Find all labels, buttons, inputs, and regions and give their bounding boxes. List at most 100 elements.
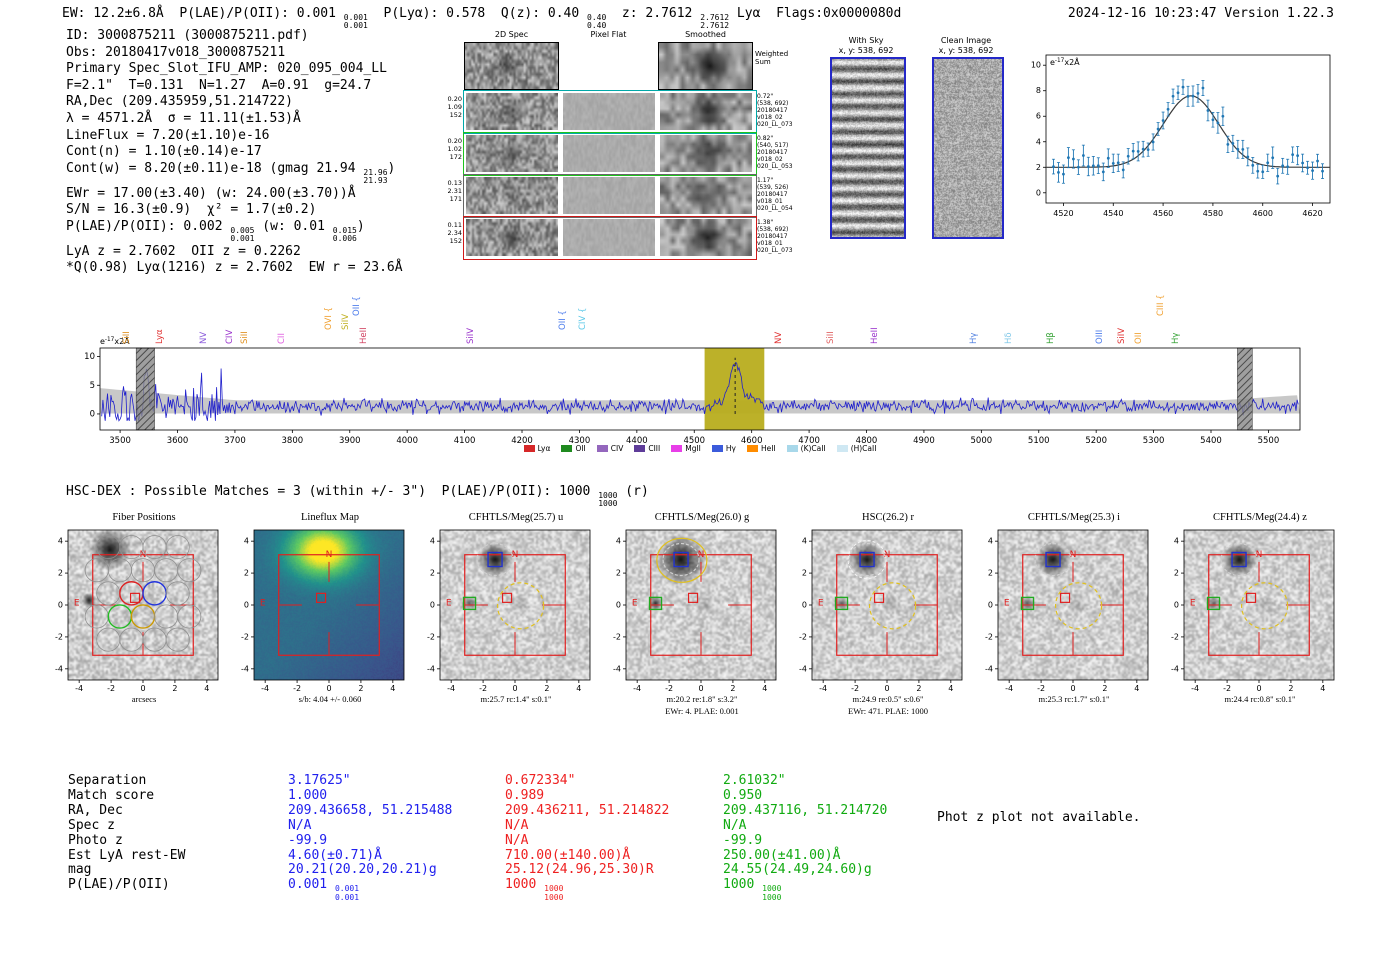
spectrum-x-tick: 4700: [798, 436, 820, 446]
annotation-line: 20180417: [757, 233, 788, 241]
cutout-title: Lineflux Map: [300, 512, 360, 523]
match-row-label: Est LyA rest-EW: [68, 847, 186, 863]
cutout-y-tick: 2: [616, 569, 621, 578]
spectrum-x-tick: 3500: [109, 436, 131, 446]
cutout-title: CFHTLS/Meg(25.3) i: [1027, 512, 1121, 523]
fit-flux-unit-label: e-17x2Å: [1050, 56, 1080, 67]
legend-swatch: [836, 445, 848, 452]
spectral-line-label: Hβ: [1046, 332, 1056, 344]
spec2d-row: [463, 216, 757, 260]
cutout-x-tick: 2: [1288, 684, 1293, 693]
cutout-caption: m:24.4 rc:0.8" s:0.1": [1224, 694, 1296, 704]
fiber-circle: [165, 627, 190, 652]
center-marker-box: [873, 592, 885, 603]
cutout-x-tick: 4: [1134, 684, 1139, 693]
legend-item: MgII: [671, 444, 701, 453]
spectral-line-label: SiIV: [466, 327, 477, 344]
weight-value: 0.20: [447, 137, 462, 145]
cutout-x-tick: 2: [358, 684, 363, 693]
center-marker-box: [687, 592, 699, 603]
match-cell: N/A: [505, 817, 529, 833]
legend-swatch: [786, 445, 798, 452]
neighbor-marker-box: [1231, 551, 1247, 568]
legend-item: Lyα: [523, 444, 550, 453]
spectrum-frame: [99, 347, 1301, 431]
info-line: F=2.1" T=0.131 N=1.27 A=0.91 g=24.7: [66, 77, 372, 93]
match-cell: 0.672334": [505, 773, 576, 788]
match-row-label: RA, Dec: [68, 802, 123, 818]
cutout-y-tick: -2: [799, 632, 807, 641]
cutout-title: CFHTLS/Meg(26.0) g: [654, 512, 750, 523]
cutout-x-tick: 4: [204, 684, 209, 693]
cutout-y-tick: 2: [1174, 569, 1179, 578]
compass-east: E: [1004, 599, 1010, 609]
spec2d-strip-2d: [466, 135, 558, 172]
match-row-label: Match score: [68, 787, 155, 803]
annotation-line: 20180417: [757, 191, 788, 199]
cutout-y-tick: -2: [241, 632, 249, 641]
spectral-line-label: CIV: [224, 329, 235, 344]
spec2d-strip-2d: [466, 93, 558, 130]
neighbor-ellipse: [662, 542, 700, 577]
neighbor-marker-box: [673, 551, 689, 568]
spec2d-strip-smoothed: [660, 219, 752, 256]
spectrum-legend: Lyα OII CIV CIII MgII Hγ HeII (K)CaII (H)CaII: [0, 444, 1400, 453]
spectrum-x-tick: 3600: [167, 436, 189, 446]
fit-y-tick: 8: [1036, 86, 1041, 95]
compass-north: N: [326, 550, 333, 560]
cutout-y-tick: 0: [430, 601, 435, 610]
compass-north: N: [512, 550, 519, 560]
cutout-title: HSC(26.2) r: [862, 512, 914, 523]
cutout-x-tick: -2: [665, 684, 673, 693]
weighted-sum-line: Sum: [755, 58, 771, 67]
cutout-x-tick: -2: [1223, 684, 1231, 693]
fiber-circle: [107, 558, 132, 583]
cutout-x-tick: -4: [1005, 684, 1013, 693]
weighted-sum-label: Weighted Sum: [755, 50, 788, 67]
spec2d-row-weights: 0.20 1.09 152: [447, 95, 462, 119]
match-row-label: P(LAE)/P(OII): [68, 877, 170, 893]
spectrum-x-tick: 3800: [282, 436, 304, 446]
fiber-circle: [177, 604, 202, 629]
spec2d-row-annotation: 0.72" (538, 692) 20180417 v018_02 020_LL_073: [757, 93, 819, 128]
cutout-overlay: -4 -4 -2 -2 0 0 2 2 4 4 N E: [985, 529, 1149, 693]
fiber-circle: [84, 558, 109, 583]
spectrum-trace: [101, 362, 1299, 422]
spectral-line-label: SiII: [121, 331, 132, 344]
spectrum-x-tick: 4400: [626, 436, 648, 446]
cutout-y-tick: 4: [988, 537, 993, 546]
center-marker-box: [501, 592, 513, 603]
cutout-x-tick: -4: [447, 684, 455, 693]
cutout-x-tick: -2: [293, 684, 301, 693]
spec2d-strip-2d: [466, 177, 558, 214]
spec2d-row: [463, 174, 757, 218]
cutout-x-tick: 0: [884, 684, 889, 693]
spec2d-strip-smoothed: [660, 135, 752, 172]
fiber-circle: [119, 627, 144, 652]
spec2d-row-weights: 0.13 2.31 171: [447, 179, 462, 203]
neighbor-marker-box: [859, 551, 875, 568]
line-fit-plot: 4520 4540 4560 4580 4600 4620 0 2 4 6 8 10 e-17x2Å: [1031, 54, 1331, 218]
match-cell: N/A: [723, 817, 747, 833]
spec2d-strip-smoothed: [660, 93, 752, 130]
stacked-value: 21.96 21.93: [363, 167, 388, 186]
legend-label: (K)CaII: [800, 444, 826, 453]
fit-x-tick: 4620: [1302, 209, 1322, 218]
timestamp-version: 2024-12-16 10:23:47 Version 1.22.3: [1067, 6, 1334, 21]
spec2d-col-header: 2D Spec: [494, 30, 529, 39]
with-sky-image: [830, 57, 906, 239]
spec2d-strip-smoothed: [660, 177, 752, 214]
fiber-circle: [84, 604, 109, 629]
stacked-value: 1000 1000: [762, 884, 782, 902]
summary-header-line: EW: 12.2±6.8Å P(LAE)/P(OII): 0.001 0.001…: [62, 6, 902, 31]
legend-item: Hγ: [711, 444, 736, 453]
compass-east: E: [446, 599, 452, 609]
center-marker-box: [129, 592, 141, 603]
cutout-overlay: -4 -4 -2 -2 0 0 2 2 4 4 N E: [1171, 529, 1335, 693]
weight-value: 2.31: [447, 187, 462, 196]
fiber-circle-highlight: [130, 604, 156, 629]
weight-value: 2.34: [447, 229, 462, 238]
compass-east: E: [74, 599, 80, 609]
aperture-circle: [496, 582, 545, 630]
